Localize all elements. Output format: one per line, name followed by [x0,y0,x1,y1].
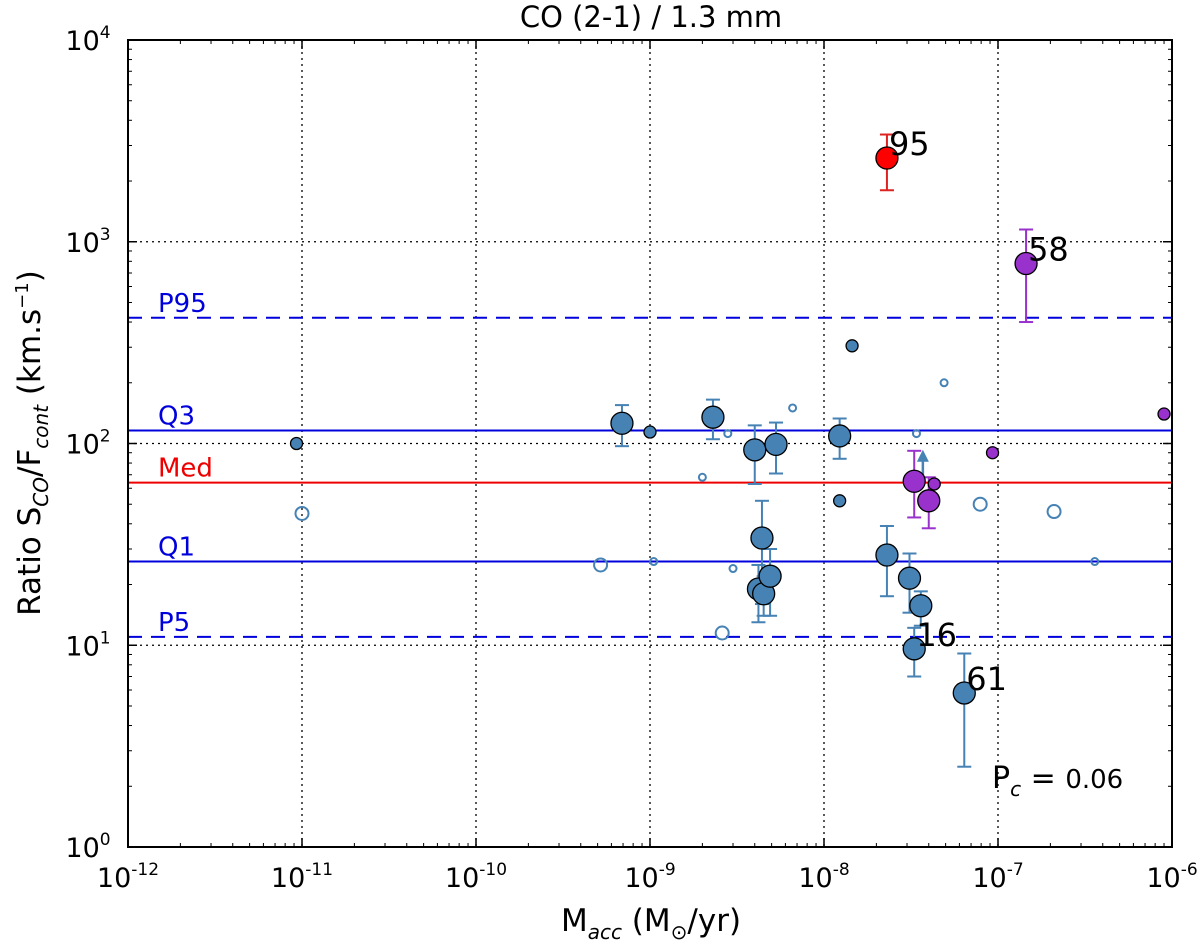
lower-limit-arrow-head [916,449,929,462]
y-tick-label: 101 [65,628,110,662]
x-tick-label: 10-6 [1146,860,1197,894]
x-tick-label: 10-12 [97,860,159,894]
y-tick-label: 102 [65,427,110,461]
reference-label-p5: P5 [158,608,190,638]
data-point-open [697,472,707,482]
grid-lines [128,40,1172,847]
data-point-open [1090,557,1100,567]
data-point [902,637,926,661]
axis-ticks [127,39,1173,848]
data-point-open [788,403,798,413]
data-point [952,681,976,705]
data-point [701,405,725,429]
x-tick-label: 10-11 [271,860,333,894]
data-point [1014,251,1038,276]
data-point-open [294,505,310,521]
data-point [1157,407,1171,421]
data-point [758,564,782,588]
data-point [985,446,1000,460]
y-tick-labels: 100 101 102 103 104 [65,23,110,864]
y-axis-label: Ratio SCO/Fcont (km.s−1) [12,270,53,616]
point-label: 58 [1028,231,1069,269]
data-point [750,526,774,550]
data-point [289,436,304,451]
data-point [902,469,926,493]
data-point [909,594,933,618]
y-tick-label: 100 [65,830,110,864]
pc-statistic: Pc = 0.06 [992,761,1123,801]
point-label: 16 [916,616,957,654]
data-point-open [649,557,659,567]
data-point-open [714,625,730,641]
data-point [897,566,922,590]
data-point [743,438,767,462]
data-point-open [593,557,609,573]
data-point [927,477,941,491]
data-point [827,424,852,448]
point-label: 61 [966,660,1007,698]
data-points [289,146,1171,705]
data-point-open [911,429,921,439]
data-point [832,494,847,508]
x-tick-label: 10-7 [972,860,1023,894]
data-point [917,489,941,513]
x-tick-labels: 10-12 10-11 10-10 10-9 10-8 10-7 10-6 [97,860,1198,894]
data-point [875,543,899,567]
data-point-open [972,496,988,512]
chart-title: CO (2-1) / 1.3 mm [520,0,782,34]
reference-label-q1: Q1 [158,533,195,563]
point-label: 95 [889,125,930,163]
data-point [610,411,634,435]
data-point [845,339,859,353]
data-point-open [939,378,949,388]
y-tick-label: 104 [65,23,110,57]
reference-label-p95: P95 [158,289,207,319]
reference-label-med: Med [158,454,213,484]
data-point [764,432,788,457]
x-tick-label: 10-8 [798,860,849,894]
data-point [643,425,657,439]
x-axis-label: Macc (M⊙/yr) [561,903,741,944]
data-point-open [1046,504,1062,520]
data-point [875,146,899,170]
reference-label-q3: Q3 [158,401,195,431]
data-point-open [728,564,738,574]
data-point-open [723,429,733,439]
x-tick-label: 10-10 [445,860,507,894]
x-tick-label: 10-9 [624,860,675,894]
y-tick-label: 103 [65,225,110,259]
